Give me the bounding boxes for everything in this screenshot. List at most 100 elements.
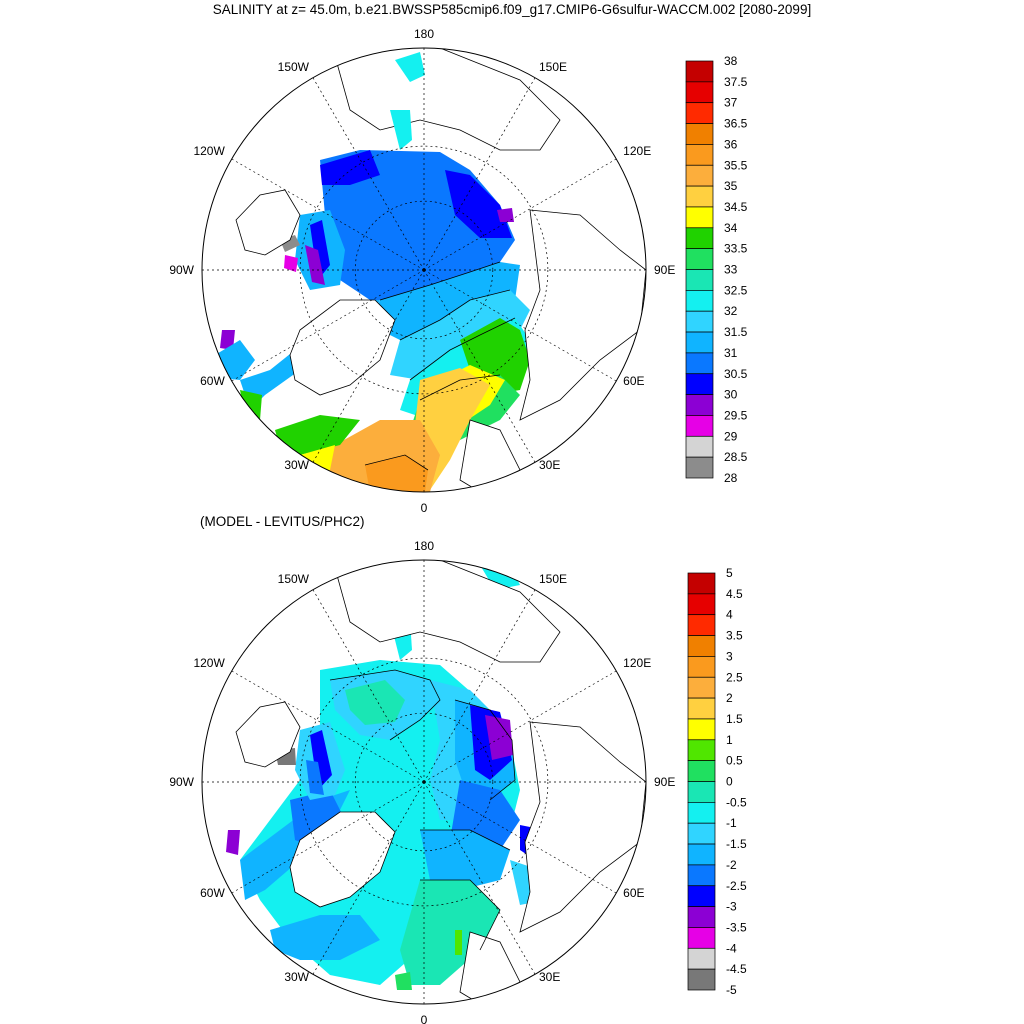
longitude-label: 30W xyxy=(284,970,309,984)
colorbar-label: 31 xyxy=(724,346,738,360)
longitude-label: 120E xyxy=(623,656,651,670)
colorbar-swatch xyxy=(685,164,714,187)
colorbar-label: 4.5 xyxy=(726,587,743,601)
colorbar-swatch xyxy=(685,456,714,479)
longitude-label: 120W xyxy=(193,144,225,158)
difference-map: 180 150E 120E 90E 60E 30E 0 30W 60W 90W 120W 150W xyxy=(169,539,675,1024)
latitude-circle xyxy=(354,200,494,340)
longitude-label: 30E xyxy=(539,458,560,472)
colorbar-label: 30 xyxy=(724,388,738,402)
meridian-line xyxy=(423,269,617,382)
meridian-line xyxy=(312,77,425,271)
colorbar-label: 34.5 xyxy=(724,200,748,214)
colorbar-swatch xyxy=(685,331,714,354)
colorbar-swatch xyxy=(687,906,716,928)
colorbar-label: -0.5 xyxy=(726,795,747,809)
longitude-label: 150E xyxy=(539,572,567,586)
colorbar-label: 35.5 xyxy=(724,158,748,172)
colorbar-swatch xyxy=(687,697,716,720)
colorbar-label: 37.5 xyxy=(724,75,748,89)
colorbar-swatch xyxy=(685,373,714,395)
meridian-line xyxy=(312,589,425,783)
colorbar-swatch xyxy=(685,123,714,145)
colorbar-label: 2.5 xyxy=(726,670,743,684)
colorbar-swatch xyxy=(687,572,716,595)
colorbar-swatch xyxy=(687,593,716,616)
colorbar-swatch xyxy=(685,185,714,208)
colorbar-label: 4 xyxy=(726,608,733,622)
colorbar-swatch xyxy=(685,290,714,312)
colorbar-swatch xyxy=(685,102,714,124)
colorbar-swatch xyxy=(687,635,716,657)
colorbar-label: -4 xyxy=(726,941,737,955)
meridian-line xyxy=(423,781,617,894)
colorbar-label: 2 xyxy=(726,691,733,705)
colorbar-swatch xyxy=(687,614,716,636)
longitude-label: 30E xyxy=(539,970,560,984)
colorbar-label: 33 xyxy=(724,263,738,277)
longitude-label: 60E xyxy=(623,886,644,900)
difference-colorbar: 5 4.5 4 3.5 3 2.5 2 1.5 1 0.5 0 -0.5 -1 -1.5 -2 -2.5 -3 -… xyxy=(687,566,747,997)
salinity-map-border xyxy=(201,47,647,493)
colorbar-label: 29.5 xyxy=(724,408,748,422)
figure-title: SALINITY at z= 45.0m, b.e21.BWSSP585cmip… xyxy=(212,2,812,17)
colorbar-swatch xyxy=(687,947,716,970)
colorbar-swatch xyxy=(687,927,716,949)
meridian-line xyxy=(423,589,536,783)
colorbar-swatch xyxy=(685,206,714,229)
colorbar-swatch xyxy=(687,801,716,824)
colorbar-swatch xyxy=(687,760,716,782)
colorbar-swatch xyxy=(685,60,714,83)
colorbar-label: -2 xyxy=(726,858,737,872)
colorbar-label: 5 xyxy=(726,566,733,580)
colorbar-label: -5 xyxy=(726,983,737,997)
colorbar-swatch xyxy=(687,739,716,761)
colorbar-swatch xyxy=(685,394,714,416)
colorbar-label: 30.5 xyxy=(724,367,748,381)
colorbar-swatch xyxy=(685,248,714,270)
colorbar-swatch xyxy=(687,843,716,866)
colorbar-swatch xyxy=(685,415,714,437)
colorbar-label: 29 xyxy=(724,429,738,443)
colorbar-label: 38 xyxy=(724,54,738,68)
longitude-label: 60W xyxy=(200,374,225,388)
salinity-colorbar: 38 37.5 37 36.5 36 35.5 35 34.5 34 33.5 33 32.5 32 31… xyxy=(685,54,748,485)
meridian-line xyxy=(423,77,536,271)
colorbar-swatch xyxy=(685,227,714,250)
colorbar-label: -3 xyxy=(726,900,737,914)
colorbar-label: 3.5 xyxy=(726,629,743,643)
colorbar-label: -2.5 xyxy=(726,879,747,893)
colorbar-swatch xyxy=(685,435,714,458)
longitude-label: 90W xyxy=(169,263,194,277)
colorbar-swatch xyxy=(687,885,716,907)
colorbar-swatch xyxy=(685,81,714,104)
colorbar-swatch xyxy=(687,718,716,741)
salinity-field xyxy=(202,48,646,492)
meridian-line xyxy=(231,670,425,783)
colorbar-label: 28 xyxy=(724,471,738,485)
colorbar-swatch xyxy=(687,968,716,991)
difference-subtitle: (MODEL - LEVITUS/PHC2) xyxy=(200,514,365,529)
difference-map-border xyxy=(201,559,647,1005)
latitude-circle xyxy=(299,657,549,907)
difference-map-longitude-labels: 180 150E 120E 90E 60E 30E 0 30W 60W 90W 120W 150W xyxy=(169,539,675,1024)
colorbar-label: 37 xyxy=(724,96,738,110)
longitude-label: 90W xyxy=(169,775,194,789)
longitude-label: 60W xyxy=(200,886,225,900)
difference-map-gridlines xyxy=(202,560,646,1004)
colorbar-swatch xyxy=(687,676,716,699)
longitude-label: 120W xyxy=(193,656,225,670)
meridian-line xyxy=(231,269,425,382)
colorbar-label: 36 xyxy=(724,137,738,151)
meridian-line xyxy=(423,269,536,463)
colorbar-label: 33.5 xyxy=(724,242,748,256)
longitude-label: 150E xyxy=(539,60,567,74)
salinity-map-gridlines xyxy=(202,48,646,492)
colorbar-swatch xyxy=(685,310,714,333)
meridian-line xyxy=(312,269,425,463)
colorbar-label: 28.5 xyxy=(724,450,748,464)
longitude-label: 60E xyxy=(623,374,644,388)
colorbar-swatch xyxy=(687,781,716,803)
colorbar-label: 32.5 xyxy=(724,283,748,297)
longitude-label: 0 xyxy=(421,501,428,515)
